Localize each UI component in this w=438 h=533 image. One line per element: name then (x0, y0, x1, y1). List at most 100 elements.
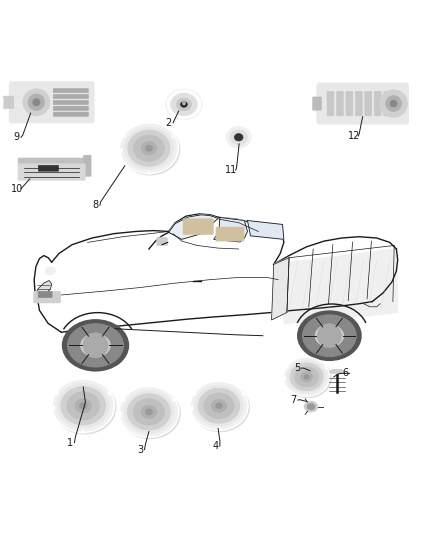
Polygon shape (169, 215, 218, 239)
FancyBboxPatch shape (216, 227, 244, 241)
Circle shape (82, 430, 85, 433)
Circle shape (286, 366, 288, 369)
Ellipse shape (145, 145, 152, 151)
Ellipse shape (307, 403, 315, 410)
Polygon shape (272, 258, 289, 320)
Circle shape (390, 100, 397, 107)
Circle shape (193, 392, 196, 395)
FancyBboxPatch shape (49, 406, 55, 411)
Ellipse shape (177, 98, 191, 111)
Text: 10: 10 (11, 183, 23, 193)
FancyBboxPatch shape (187, 406, 193, 410)
FancyBboxPatch shape (355, 91, 362, 116)
Circle shape (83, 333, 108, 358)
FancyBboxPatch shape (34, 292, 60, 303)
Text: 5: 5 (294, 363, 300, 373)
Circle shape (28, 94, 45, 110)
Polygon shape (214, 217, 247, 242)
Circle shape (173, 398, 176, 401)
FancyBboxPatch shape (374, 91, 381, 116)
FancyBboxPatch shape (317, 84, 408, 124)
Ellipse shape (141, 405, 157, 418)
Ellipse shape (133, 399, 165, 425)
FancyBboxPatch shape (116, 148, 122, 153)
Text: 8: 8 (92, 200, 99, 210)
Ellipse shape (120, 123, 178, 174)
Ellipse shape (67, 324, 124, 367)
Polygon shape (274, 249, 398, 324)
FancyBboxPatch shape (116, 412, 122, 417)
Ellipse shape (166, 89, 202, 120)
Ellipse shape (304, 401, 318, 412)
Ellipse shape (191, 383, 249, 432)
FancyBboxPatch shape (327, 91, 334, 116)
Text: 4: 4 (212, 441, 219, 451)
Ellipse shape (212, 399, 226, 412)
Ellipse shape (226, 127, 251, 148)
Ellipse shape (171, 93, 197, 116)
FancyBboxPatch shape (0, 98, 3, 107)
Ellipse shape (230, 130, 247, 144)
FancyBboxPatch shape (53, 88, 88, 93)
FancyBboxPatch shape (281, 377, 286, 381)
Ellipse shape (180, 102, 187, 107)
Ellipse shape (285, 359, 331, 398)
Circle shape (305, 394, 308, 397)
Polygon shape (247, 221, 284, 239)
FancyBboxPatch shape (18, 164, 85, 180)
FancyBboxPatch shape (38, 292, 52, 297)
FancyBboxPatch shape (346, 91, 353, 116)
Ellipse shape (198, 389, 240, 423)
Ellipse shape (298, 311, 361, 360)
Ellipse shape (234, 134, 243, 141)
Circle shape (148, 172, 150, 174)
Ellipse shape (134, 135, 164, 161)
Ellipse shape (304, 375, 309, 379)
Text: 3: 3 (137, 445, 143, 455)
FancyBboxPatch shape (53, 100, 88, 104)
Ellipse shape (315, 325, 343, 347)
FancyBboxPatch shape (3, 96, 14, 108)
Ellipse shape (182, 101, 186, 105)
Circle shape (172, 134, 175, 138)
Circle shape (148, 435, 150, 438)
FancyBboxPatch shape (38, 165, 59, 171)
Ellipse shape (285, 359, 328, 395)
Ellipse shape (120, 388, 180, 439)
Ellipse shape (145, 409, 152, 415)
FancyBboxPatch shape (365, 91, 372, 116)
Text: 2: 2 (166, 118, 172, 128)
Ellipse shape (287, 361, 326, 393)
Ellipse shape (215, 403, 223, 409)
Circle shape (386, 96, 402, 111)
Circle shape (242, 392, 245, 395)
FancyBboxPatch shape (336, 91, 343, 116)
FancyBboxPatch shape (84, 155, 91, 176)
Ellipse shape (52, 379, 114, 432)
Ellipse shape (283, 358, 329, 396)
Text: 6: 6 (342, 368, 348, 378)
FancyBboxPatch shape (53, 106, 88, 110)
Ellipse shape (167, 91, 201, 118)
Text: 12: 12 (348, 131, 360, 141)
Ellipse shape (121, 124, 180, 175)
Ellipse shape (67, 392, 99, 420)
Text: 9: 9 (14, 132, 20, 142)
Ellipse shape (190, 382, 248, 430)
Circle shape (218, 428, 220, 431)
Ellipse shape (127, 394, 170, 430)
Ellipse shape (191, 383, 247, 429)
FancyBboxPatch shape (18, 158, 85, 167)
Text: 1: 1 (67, 438, 73, 448)
Ellipse shape (124, 127, 173, 169)
Ellipse shape (300, 372, 313, 382)
Circle shape (108, 391, 111, 394)
FancyBboxPatch shape (384, 91, 391, 116)
Ellipse shape (121, 124, 177, 172)
Circle shape (23, 89, 49, 116)
FancyBboxPatch shape (183, 219, 213, 235)
Circle shape (325, 366, 327, 369)
Ellipse shape (204, 393, 234, 418)
Circle shape (55, 391, 58, 394)
Ellipse shape (303, 315, 356, 357)
